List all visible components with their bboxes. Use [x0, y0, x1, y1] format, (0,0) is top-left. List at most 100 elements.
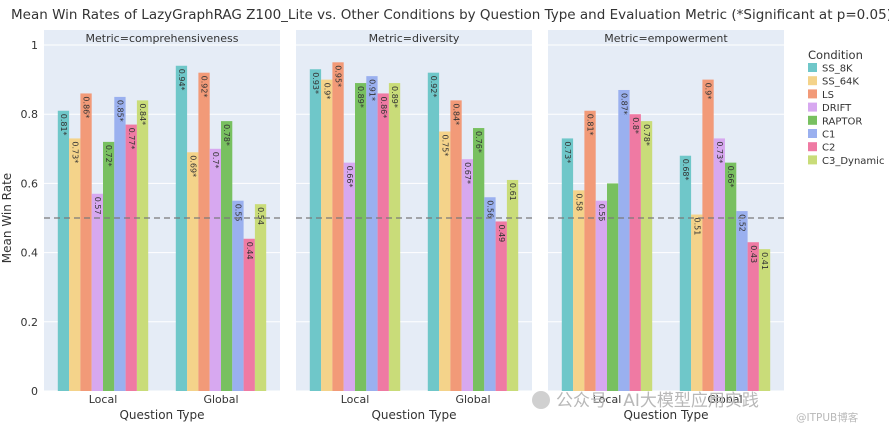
panel-title: Metric=comprehensiveness: [86, 32, 239, 45]
bar-c1: [232, 200, 244, 391]
wechat-icon: [532, 391, 550, 409]
bar-c3-dynamic: [388, 83, 401, 391]
bar-value-label: 0.89*: [356, 86, 365, 108]
bar-c1: [484, 197, 496, 391]
bar-ls: [332, 62, 344, 392]
bar-ls: [584, 110, 596, 392]
bar-c3-dynamic: [758, 249, 771, 391]
panels-group: Metric=comprehensiveness0.81*0.73*0.86*0…: [44, 30, 784, 422]
bar-raptor: [473, 128, 485, 392]
bar-value-label: 0.84*: [452, 103, 461, 125]
bar-c3-dynamic: [136, 100, 149, 392]
panel-2: Metric=diversity 0.93* 0.9*0.95* 0.66* 0.89*…: [296, 30, 532, 422]
bar-value-label: 0.8*: [631, 117, 640, 134]
bar-c2: [629, 114, 641, 391]
panel-3: Metric=empowerment 0.73* 0.58 0.81* 0.55 0.87…: [548, 30, 784, 422]
legend-swatch: [808, 155, 817, 165]
bar-value-label: 0.92*: [200, 76, 209, 98]
bar-value-label: 0.43: [749, 245, 758, 263]
legend-swatch: [808, 63, 817, 72]
bar-value-label: 0.81*: [59, 114, 68, 136]
panel-strip: [548, 30, 784, 45]
bar-c1: [366, 76, 378, 391]
bar-value-label: 0.61: [508, 183, 517, 201]
y-tick-label: 0.4: [21, 247, 39, 260]
bar-value-label: 0.84*: [138, 103, 147, 125]
bar-c2: [243, 238, 255, 391]
bar-c1: [114, 96, 126, 392]
legend-title: Condition: [808, 48, 863, 62]
y-tick-label: 0: [31, 385, 38, 398]
bar-ls: [702, 79, 714, 391]
bar-value-label: 0.51: [692, 218, 701, 236]
bar-value-label: 0.77*: [127, 128, 136, 150]
y-tick-label: 0.6: [21, 177, 39, 190]
x-axis-label: Question Type: [119, 408, 204, 422]
bar-value-label: 0.76*: [474, 131, 483, 153]
bar-value-label: 0.7*: [211, 152, 220, 169]
bar-drift: [209, 148, 221, 391]
bar-ss-64k: [439, 131, 451, 391]
bar-value-label: 0.81*: [586, 114, 595, 136]
watermark-source: @ITPUB博客: [796, 411, 859, 424]
bar-ss-8k: [309, 69, 322, 391]
legend-label: C1: [822, 130, 835, 141]
bar-ls: [198, 72, 210, 392]
bar-c2: [125, 124, 137, 391]
bar-value-label: 0.56: [485, 200, 494, 218]
bar-ss-64k: [321, 79, 333, 391]
bar-value-label: 0.91*: [367, 79, 376, 101]
legend-swatch: [808, 142, 817, 152]
bar-value-label: 0.67*: [463, 162, 472, 184]
panel-title: Metric=empowerment: [604, 32, 728, 45]
bar-drift: [595, 200, 607, 391]
bar-drift: [713, 138, 725, 391]
bar-value-label: 0.52: [737, 214, 746, 232]
bar-value-label: 0.87*: [619, 93, 628, 115]
bar-raptor: [607, 183, 619, 391]
watermark-text: 公众号 · AI大模型应用实践: [556, 391, 759, 411]
legend-label: SS_8K: [822, 64, 853, 75]
legend-label: C2: [822, 143, 835, 154]
bar-value-label: 0.72*: [104, 145, 113, 167]
bar-drift: [91, 193, 103, 391]
y-axis-label: Mean Win Rate: [0, 173, 14, 263]
bar-raptor: [355, 83, 367, 391]
y-tick-label: 0.8: [21, 108, 39, 121]
legend-swatch: [808, 115, 817, 125]
bar-value-label: 0.78*: [642, 124, 651, 146]
bar-value-label: 0.55: [233, 204, 242, 222]
bar-ss-8k: [427, 72, 440, 392]
bar-value-label: 0.66*: [345, 166, 354, 188]
bar-value-label: 0.69*: [188, 155, 197, 177]
bar-ss-8k: [679, 155, 692, 391]
x-tick-label: Local: [593, 393, 622, 406]
bar-ss-64k: [187, 152, 199, 391]
bar-value-label: 0.9*: [704, 83, 713, 100]
bar-value-label: 0.92*: [429, 76, 438, 98]
x-axis-label: Question Type: [623, 408, 708, 422]
bar-value-label: 0.44: [245, 242, 254, 260]
legend-swatch: [808, 129, 817, 138]
bar-value-label: 0.93*: [311, 72, 320, 94]
bar-drift: [461, 159, 473, 391]
bar-value-label: 0.55: [597, 204, 606, 222]
bar-value-label: 0.73*: [563, 141, 572, 163]
panel-strip: [296, 30, 532, 45]
watermark: 公众号 · AI大模型应用实践 @ITPUB博客: [532, 391, 859, 424]
bar-value-label: 0.9*: [322, 83, 331, 100]
bar-value-label: 0.58: [574, 193, 583, 211]
bar-ss-8k: [561, 138, 574, 391]
bar-value-label: 0.85*: [115, 100, 124, 122]
y-tick-label: 0.2: [21, 316, 39, 329]
bar-value-label: 0.94*: [177, 69, 186, 91]
panel-title: Metric=diversity: [369, 32, 460, 45]
bar-value-label: 0.89*: [390, 86, 399, 108]
bar-raptor: [103, 141, 115, 391]
y-tick-label: 1: [31, 39, 38, 52]
y-tick-labels: 0 0.2 0.4 0.6 0.8 1: [21, 39, 39, 398]
legend: Condition SS_8K SS_64K LS DRIFT RAPTOR C1 C2 C3…: [808, 48, 884, 167]
chart-title: Mean Win Rates of LazyGraphRAG Z100_Lite…: [11, 7, 889, 23]
panel-1: Metric=comprehensiveness 0.81*0.73* 0.86* 0…: [44, 30, 280, 422]
bar-value-label: 0.49: [497, 224, 506, 242]
